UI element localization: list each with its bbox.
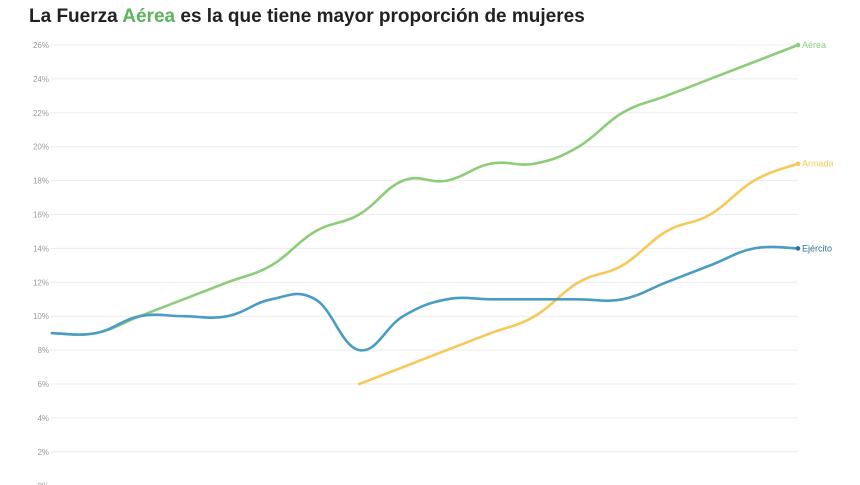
data-point <box>314 298 317 301</box>
chart-title-after: es la que tiene mayor proporción de muje… <box>175 6 585 27</box>
y-tick-label: 22% <box>33 109 49 118</box>
data-point <box>270 298 273 301</box>
y-tick-label: 6% <box>37 380 49 389</box>
data-point <box>533 162 536 165</box>
data-point <box>357 348 361 352</box>
data-point <box>270 264 273 267</box>
data-point <box>50 331 54 335</box>
data-point <box>795 42 801 48</box>
series-aerea <box>50 42 801 336</box>
data-point <box>445 298 449 301</box>
data-point <box>94 331 98 335</box>
data-point <box>752 179 756 182</box>
grid-layer <box>50 44 798 453</box>
data-point <box>665 94 668 98</box>
y-tick-label: 14% <box>33 244 49 253</box>
data-point <box>752 247 756 250</box>
y-tick-label: 8% <box>37 346 49 355</box>
series-end-label: Ejército <box>802 243 832 253</box>
chart-title-before: La Fuerza <box>29 6 123 27</box>
y-tick-label: 0% <box>37 482 49 485</box>
data-point <box>489 331 493 335</box>
data-point <box>533 315 536 318</box>
y-tick-label: 20% <box>33 143 49 152</box>
data-point <box>709 77 712 81</box>
data-point <box>182 315 185 318</box>
data-point <box>401 365 405 369</box>
series-armada <box>357 161 801 386</box>
series-ejercito <box>50 245 801 352</box>
data-point <box>489 162 493 165</box>
series-end-label: Aérea <box>802 40 826 50</box>
data-point <box>621 111 624 115</box>
data-point <box>795 161 801 166</box>
data-point <box>709 264 712 267</box>
series-end-label: Armada <box>802 159 834 169</box>
series-line <box>357 162 800 386</box>
data-point <box>621 298 624 301</box>
data-point <box>665 230 668 233</box>
data-point <box>577 298 580 301</box>
data-point <box>226 281 229 284</box>
data-point <box>709 213 712 216</box>
y-axis: 0% 2% 4% 6% 8% 10% 12% 14% 16% 18% 20% 22% 24% 26% <box>33 41 49 485</box>
chart-title-highlight: Aérea <box>122 6 176 27</box>
data-point <box>795 246 801 251</box>
y-tick-label: 26% <box>33 41 49 50</box>
y-tick-label: 12% <box>33 278 49 287</box>
data-point <box>401 315 405 318</box>
data-point <box>621 264 624 267</box>
data-point <box>445 179 449 182</box>
data-point <box>138 315 141 318</box>
data-point <box>577 145 580 148</box>
y-tick-label: 10% <box>33 312 49 321</box>
data-point <box>226 315 229 318</box>
data-point <box>314 230 317 233</box>
data-point <box>401 179 405 182</box>
data-point <box>357 213 361 216</box>
series-line <box>50 43 800 336</box>
data-point <box>445 348 449 352</box>
chart-title: La Fuerza Aérea es la que tiene mayor pr… <box>29 6 585 28</box>
y-tick-label: 16% <box>33 211 49 220</box>
data-point <box>752 60 756 64</box>
data-point <box>357 382 361 386</box>
y-tick-label: 2% <box>37 448 49 457</box>
y-tick-label: 18% <box>33 177 49 186</box>
data-point <box>665 281 668 284</box>
series-labels: Aérea Armada Ejército <box>802 40 834 253</box>
y-tick-label: 4% <box>37 414 49 423</box>
data-point <box>577 281 580 284</box>
series-line <box>50 245 800 352</box>
series-layer <box>50 42 801 386</box>
data-point <box>533 298 536 301</box>
y-tick-label: 24% <box>33 75 49 84</box>
data-point <box>182 298 185 301</box>
data-point <box>489 298 493 301</box>
